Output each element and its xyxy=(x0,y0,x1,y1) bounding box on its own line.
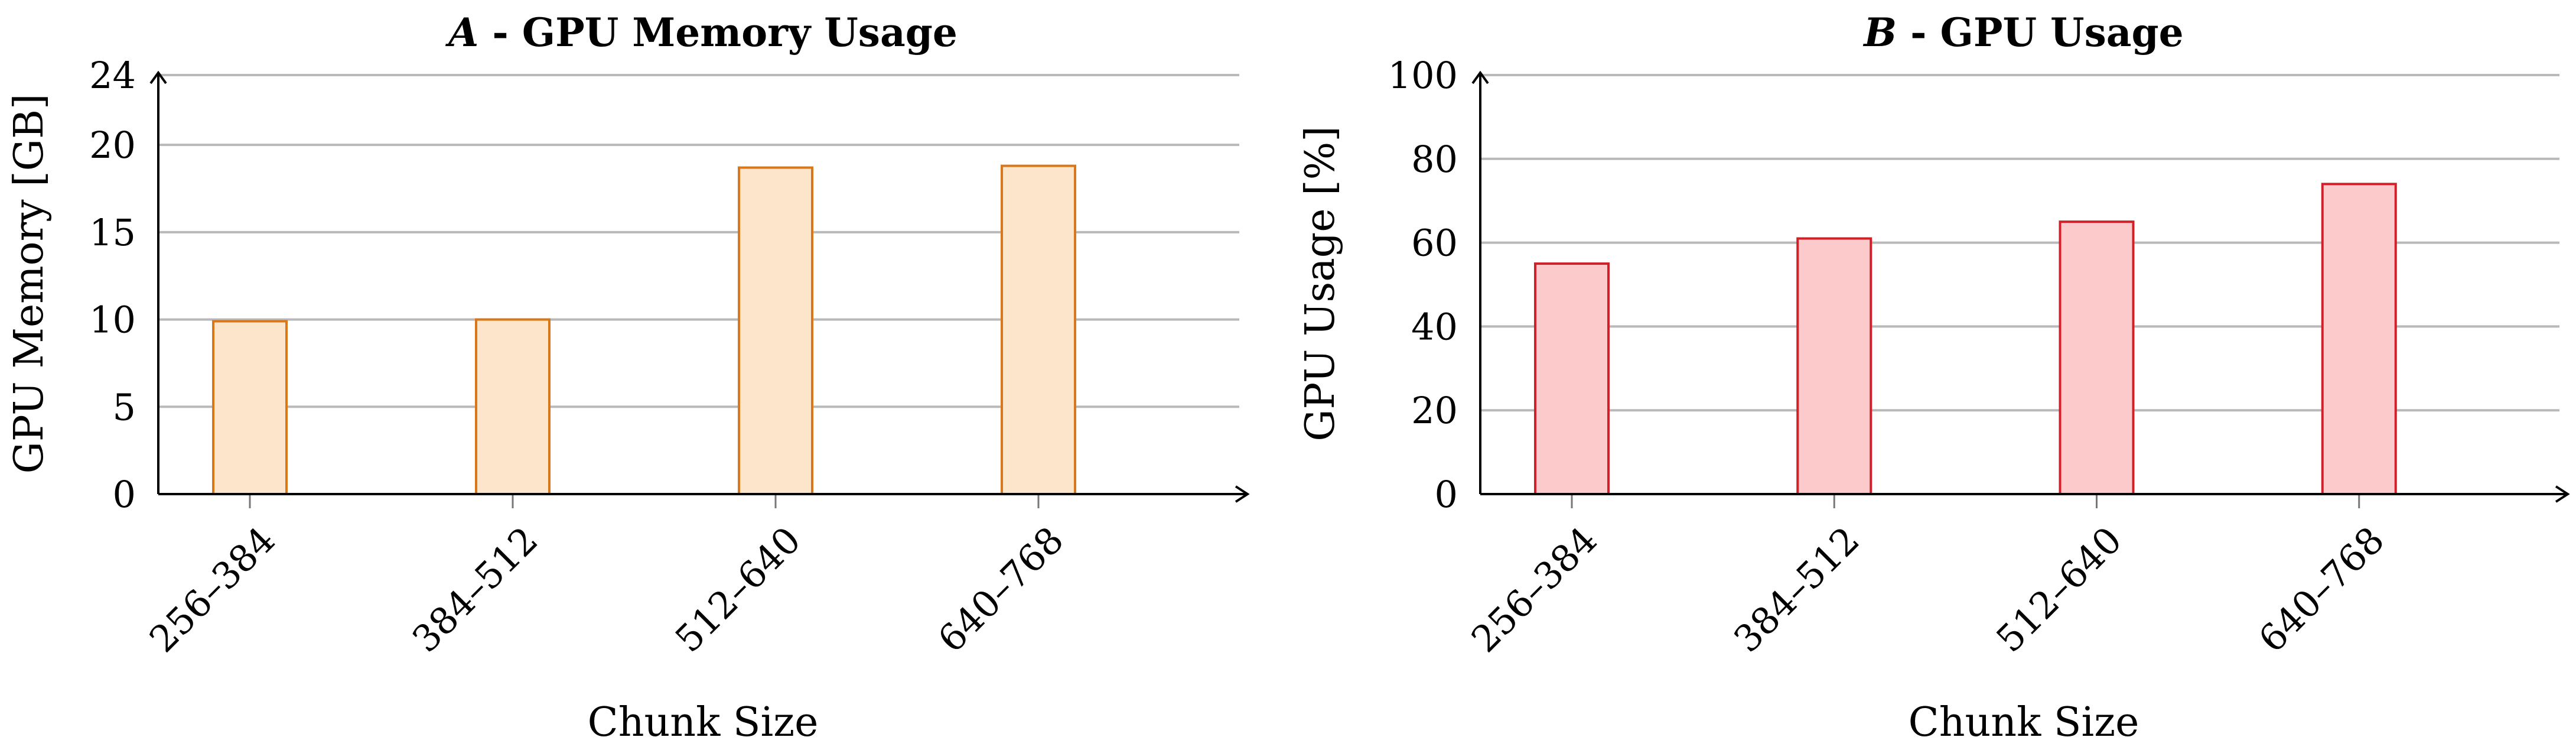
chart-title-b: B - GPU Usage xyxy=(1862,9,2183,56)
y-tick-label-a-2: 10 xyxy=(89,298,136,342)
y-tick-label-a-3: 15 xyxy=(89,211,136,254)
y-tick-label-b-2: 40 xyxy=(1411,305,1458,348)
x-tick-label-b-3: 640–768 xyxy=(2250,518,2392,661)
bar-b-1 xyxy=(1796,237,1872,495)
y-tick-label-a-0: 0 xyxy=(113,473,136,516)
bar-a-2 xyxy=(738,166,813,495)
x-tick-label-b-2: 512–640 xyxy=(1988,518,2130,661)
chart-panel-a: A - GPU Memory Usage Chunk Size GPU Memo… xyxy=(6,9,1250,746)
x-tick-label-b-0: 256–384 xyxy=(1463,518,1605,661)
y-tick-label-b-0: 0 xyxy=(1435,473,1458,516)
chart-title-b-letter: B xyxy=(1862,9,1897,56)
chart-title-a: A - GPU Memory Usage xyxy=(445,9,958,56)
x-tick-label-a-1: 384–512 xyxy=(404,518,546,661)
x-tick-label-a-3: 640–768 xyxy=(930,518,1072,661)
x-axis-arrow-a xyxy=(1235,485,1250,503)
y-tick-label-a-1: 5 xyxy=(113,385,136,428)
bar-a-3 xyxy=(1001,164,1076,496)
x-axis-arrow-b xyxy=(2555,485,2570,503)
chart-title-a-text: - GPU Memory Usage xyxy=(478,9,958,56)
y-axis-label-a: GPU Memory [GB] xyxy=(6,94,53,474)
bar-a-1 xyxy=(475,318,551,495)
x-axis-label-a: Chunk Size xyxy=(588,699,819,746)
y-axis-arrow-b xyxy=(1471,70,1489,85)
bar-b-0 xyxy=(1534,262,1610,495)
x-axis-label-b: Chunk Size xyxy=(1909,699,2139,746)
y-tick-label-b-3: 60 xyxy=(1411,222,1458,265)
bar-b-3 xyxy=(2321,183,2397,495)
chart-title-a-letter: A xyxy=(445,9,478,56)
chart-panel-b: B - GPU Usage Chunk Size GPU Usage [%] 0… xyxy=(1297,9,2570,746)
y-axis-label-b: GPU Usage [%] xyxy=(1297,126,1344,441)
chart-title-b-text: - GPU Usage xyxy=(1897,9,2184,56)
y-tick-label-a-5: 24 xyxy=(89,54,136,97)
x-tick-label-a-2: 512–640 xyxy=(667,518,809,661)
y-tick-label-b-5: 100 xyxy=(1388,54,1458,97)
y-tick-label-b-4: 80 xyxy=(1411,138,1458,181)
bar-a-0 xyxy=(212,320,288,495)
y-tick-label-a-4: 20 xyxy=(89,124,136,167)
x-tick-label-b-1: 384–512 xyxy=(1725,518,1868,661)
x-tick-label-a-0: 256–384 xyxy=(141,518,284,661)
y-tick-label-b-1: 20 xyxy=(1411,389,1458,432)
y-axis-arrow-a xyxy=(149,70,167,85)
bar-b-2 xyxy=(2059,220,2135,495)
